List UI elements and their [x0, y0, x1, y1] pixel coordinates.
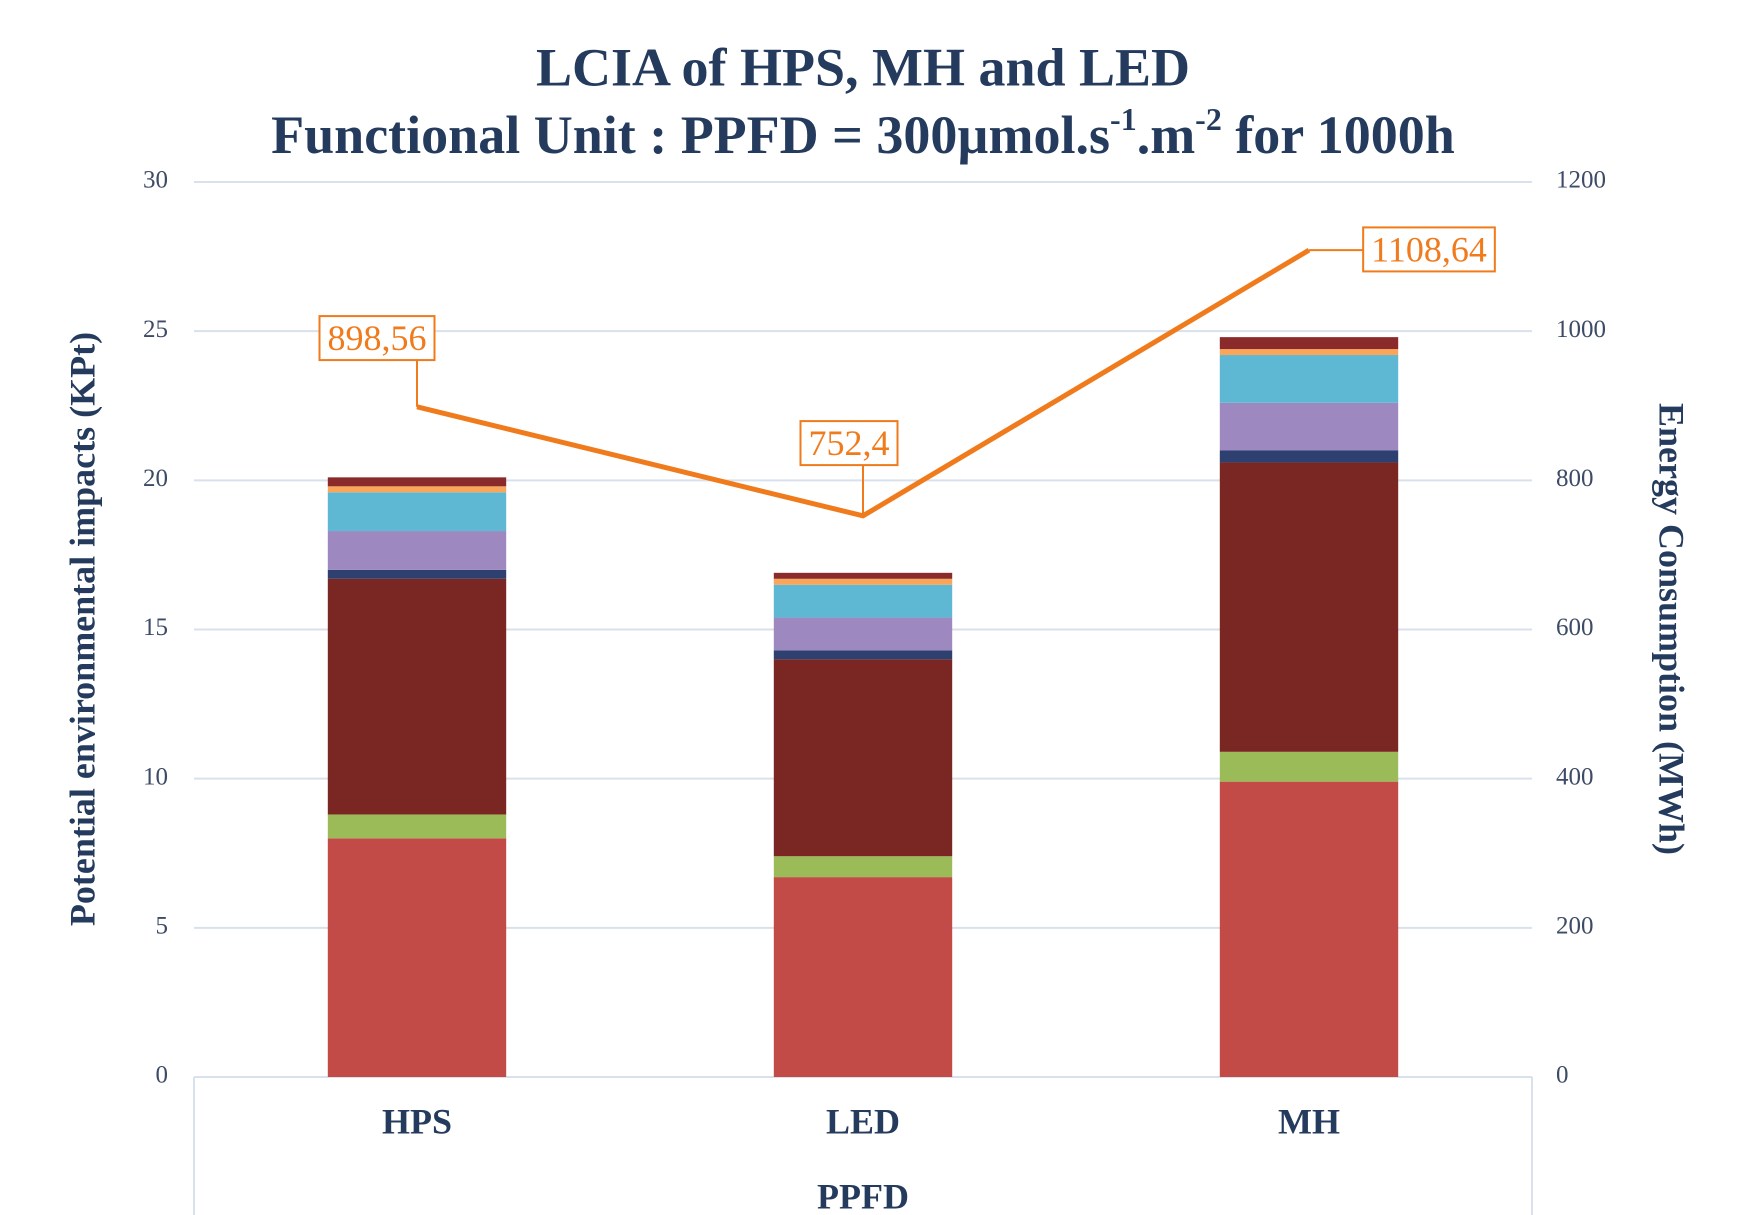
bar-segment [1219, 751, 1399, 782]
bar-segment [1219, 402, 1399, 451]
x-tick-label: HPS [382, 1101, 452, 1141]
bar-segment [1219, 355, 1399, 403]
y-tick-label: 30 [143, 167, 168, 194]
y2-tick-label: 0 [1556, 1062, 1569, 1089]
bar-segment [773, 584, 953, 618]
bar-segment [1219, 337, 1399, 350]
bar-segment [773, 572, 953, 579]
superscript: -1 [1110, 101, 1137, 137]
y-tick-label: 10 [143, 763, 168, 790]
chart-title: LCIA of HPS, MH and LED [536, 37, 1190, 97]
subtitle-part: Functional Unit : PPFD = 300µmol.s [271, 105, 1110, 165]
y2-tick-label: 800 [1556, 465, 1594, 492]
y2-axis-label: Energy Consumption (MWh) [1652, 403, 1692, 855]
bar-segment [773, 578, 953, 585]
data-label-box [318, 315, 436, 362]
data-label-box [1362, 226, 1496, 273]
y2-tick-label: 1000 [1556, 316, 1606, 343]
bar-segment [327, 492, 507, 532]
bar-segment [1219, 462, 1399, 752]
data-label-box [799, 420, 899, 467]
bar-segment [1219, 450, 1399, 463]
x-tick-label: MH [1278, 1101, 1340, 1141]
bar-segment [327, 569, 507, 579]
y-tick-label: 20 [143, 465, 168, 492]
bar-segment [773, 877, 953, 1077]
x-axis-label: PPFD [817, 1176, 909, 1215]
y2-tick-label: 400 [1556, 763, 1594, 790]
chart-subtitle: Functional Unit : PPFD = 300µmol.s-1.m-2… [271, 101, 1455, 165]
bar-segment [1219, 781, 1399, 1077]
data-label: 1108,64 [1371, 229, 1487, 269]
y2-tick-label: 200 [1556, 913, 1594, 940]
bar-segment [327, 838, 507, 1077]
bar-segment [773, 659, 953, 857]
bar-segment [327, 477, 507, 487]
subtitle-part: .m [1137, 105, 1196, 165]
y2-tick-label: 1200 [1556, 167, 1606, 194]
x-tick-label: LED [826, 1101, 900, 1141]
bar-segment [1219, 349, 1399, 356]
y-tick-label: 5 [156, 913, 169, 940]
superscript: -2 [1195, 101, 1222, 137]
bar-segment [773, 856, 953, 878]
bar-segment [773, 650, 953, 660]
bar-segment [773, 617, 953, 651]
bar-segment [327, 578, 507, 815]
y-tick-label: 15 [143, 614, 168, 641]
data-label: 752,4 [809, 423, 890, 463]
subtitle-part: for 1000h [1222, 105, 1455, 165]
y-tick-label: 0 [156, 1062, 169, 1089]
y2-tick-label: 600 [1556, 614, 1594, 641]
bar-segment [327, 531, 507, 570]
y-axis-label: Potential environmental impacts (KPt) [62, 332, 102, 926]
bar-segment [327, 814, 507, 839]
y-tick-label: 25 [143, 316, 168, 343]
data-label: 898,56 [328, 318, 427, 358]
bar-segment [327, 486, 507, 493]
